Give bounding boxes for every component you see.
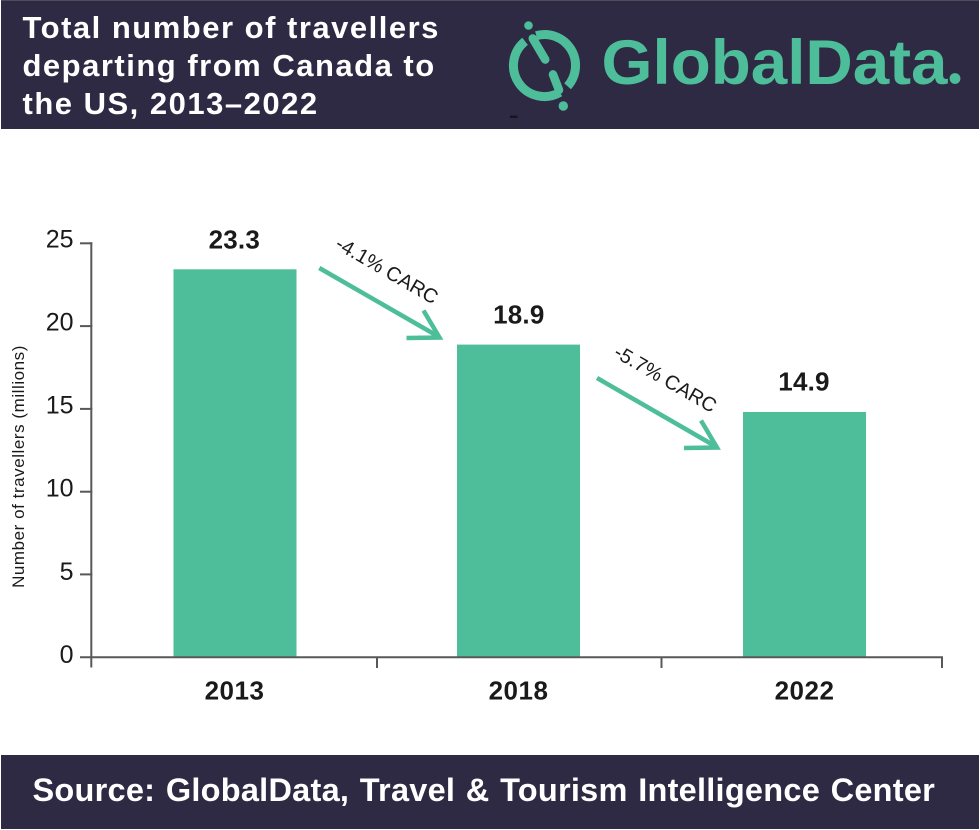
svg-text:23.3: 23.3 (209, 225, 260, 255)
svg-text:18.9: 18.9 (493, 300, 544, 330)
svg-text:GlobalData: GlobalData (602, 28, 949, 98)
svg-text:2013: 2013 (205, 676, 265, 706)
svg-text:25: 25 (46, 226, 74, 254)
svg-text:-4.1% CARC: -4.1% CARC (332, 233, 442, 309)
svg-text:5: 5 (60, 558, 74, 586)
svg-text:-5.7% CARC: -5.7% CARC (610, 341, 720, 417)
svg-text:10: 10 (46, 475, 74, 503)
svg-text:2022: 2022 (775, 676, 835, 706)
svg-text:0: 0 (60, 641, 74, 669)
svg-text:15: 15 (46, 392, 74, 420)
svg-text:Number of travellers (millions: Number of travellers (millions) (9, 345, 28, 588)
svg-text:2018: 2018 (489, 676, 549, 706)
svg-text:14.9: 14.9 (778, 367, 829, 397)
svg-text:20: 20 (46, 309, 74, 337)
